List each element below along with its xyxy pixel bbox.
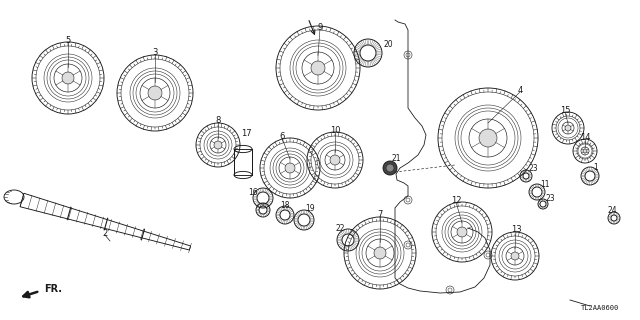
Text: 16: 16	[248, 188, 258, 196]
Circle shape	[383, 161, 397, 175]
Text: 2: 2	[102, 228, 108, 237]
Circle shape	[511, 252, 519, 260]
Text: 24: 24	[607, 205, 617, 214]
Bar	[234, 149, 252, 175]
Text: FR.: FR.	[44, 284, 62, 294]
Text: 10: 10	[330, 125, 340, 134]
Circle shape	[148, 86, 162, 100]
Text: 23: 23	[528, 164, 538, 172]
Text: 20: 20	[383, 39, 393, 49]
Text: 3: 3	[152, 47, 157, 57]
Text: 8: 8	[215, 116, 221, 124]
Text: 13: 13	[511, 225, 522, 234]
Circle shape	[214, 141, 222, 149]
Text: 5: 5	[65, 36, 70, 44]
Text: 17: 17	[241, 129, 252, 138]
Circle shape	[479, 129, 497, 147]
Circle shape	[583, 149, 587, 153]
Text: 19: 19	[305, 204, 315, 212]
Text: 12: 12	[451, 196, 461, 204]
Text: 7: 7	[378, 210, 383, 219]
Circle shape	[311, 61, 325, 75]
Text: 4: 4	[517, 85, 523, 94]
Circle shape	[386, 164, 394, 172]
Text: TL2AA0600: TL2AA0600	[581, 305, 619, 311]
Circle shape	[62, 72, 74, 84]
Text: 14: 14	[580, 132, 590, 141]
Circle shape	[285, 163, 295, 173]
Text: 15: 15	[560, 106, 570, 115]
Text: 18: 18	[280, 201, 290, 210]
Circle shape	[374, 247, 386, 259]
Text: 11: 11	[540, 180, 550, 188]
Text: 22: 22	[335, 223, 345, 233]
Circle shape	[457, 227, 467, 237]
Text: 6: 6	[279, 132, 285, 140]
Text: 1: 1	[594, 163, 598, 172]
Text: 21: 21	[391, 154, 401, 163]
Circle shape	[565, 125, 571, 131]
Text: 9: 9	[317, 22, 323, 31]
Text: 23: 23	[545, 194, 555, 203]
Circle shape	[330, 155, 340, 165]
